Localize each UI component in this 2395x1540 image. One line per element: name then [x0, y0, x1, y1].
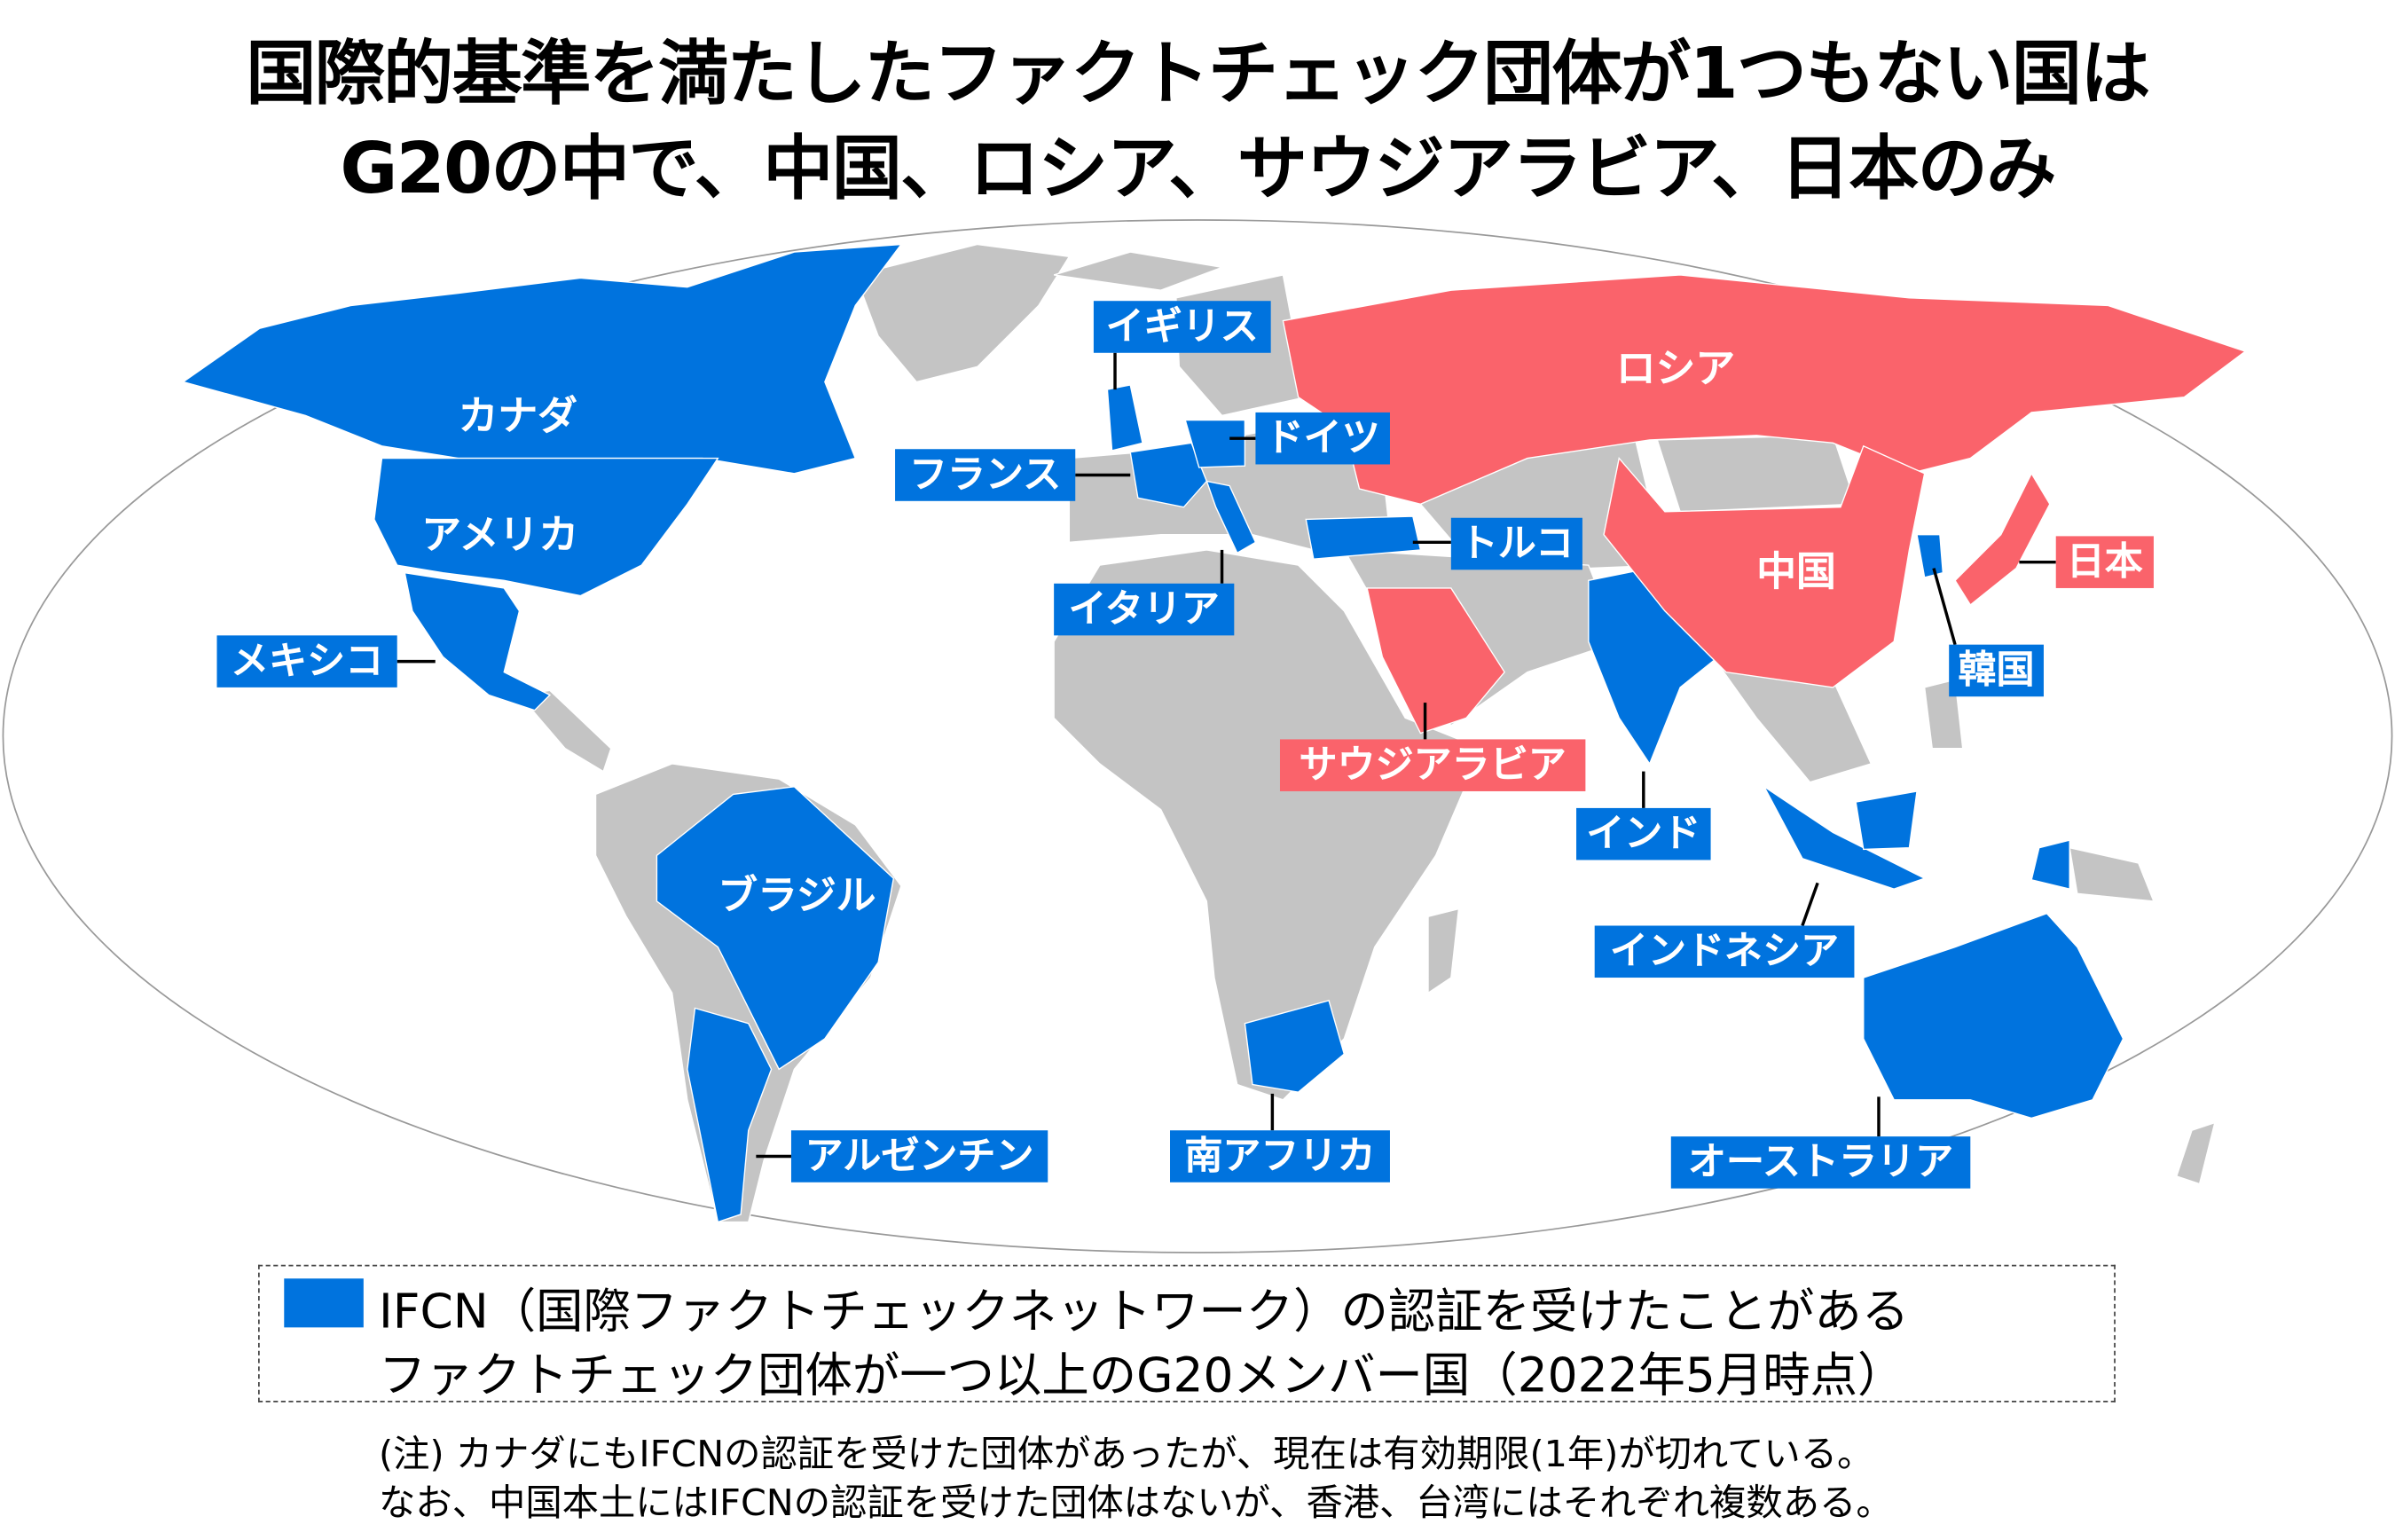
- legend-text-line-1: IFCN（国際ファクトチェックネットワーク）の認証を受けたことがある: [379, 1285, 1910, 1340]
- label-mexico: メキシコ: [216, 635, 397, 688]
- label-usa: アメリカ: [421, 513, 579, 560]
- label-india: インド: [1576, 807, 1711, 860]
- label-brazil: ブラジル: [718, 873, 876, 920]
- label-japan: 日本: [2055, 536, 2154, 588]
- country-indonesia-sumatra-java: [1763, 786, 1927, 890]
- legend: IFCN（国際ファクトチェックネットワーク）の認証を受けたことがある ファクトチ…: [258, 1264, 2116, 1404]
- label-argentina: アルゼンチン: [790, 1130, 1048, 1182]
- philippines: [1923, 679, 1964, 750]
- country-turkey: [1305, 515, 1422, 560]
- country-indonesia-borneo: [1855, 790, 1918, 851]
- country-indonesia-papua: [2030, 839, 2070, 891]
- country-japan: [1954, 472, 2051, 606]
- label-uk: イギリス: [1093, 301, 1271, 353]
- country-saudi-arabia: [1366, 587, 1505, 735]
- country-italy: [1205, 480, 1257, 554]
- title-line-1: 国際的基準を満たしたファクトチェック団体が1つもない国は: [246, 32, 2150, 115]
- label-germany: ドイツ: [1255, 412, 1390, 465]
- title-line-2: G20の中で、中国、ロシア、サウジアラビア、日本のみ: [340, 126, 2056, 209]
- label-italy: イタリア: [1054, 583, 1235, 636]
- note-line-1: (注) カナダにもIFCNの認証を受けた団体があったが、現在は有効期限(1年)が…: [379, 1433, 1874, 1476]
- legend-swatch-ifcn: [284, 1278, 364, 1328]
- greenland: [854, 243, 1071, 383]
- country-korea: [1916, 533, 1944, 578]
- label-australia: オーストラリア: [1670, 1136, 1971, 1189]
- country-mexico: [404, 571, 552, 711]
- country-usa: [373, 457, 719, 597]
- legend-text-line-2: ファクトチェック団体が一つ以上のG20メンバー国（2022年5月時点）: [379, 1348, 1905, 1404]
- label-canada: カナダ: [458, 394, 577, 440]
- country-south-africa: [1244, 1000, 1346, 1093]
- label-indonesia: インドネシア: [1594, 925, 1855, 978]
- label-france: フランス: [895, 449, 1076, 501]
- arctic-islands: [1053, 251, 1225, 291]
- new-guinea: [2069, 846, 2155, 902]
- country-argentina: [687, 1007, 773, 1223]
- leader-lines: [397, 352, 2056, 1159]
- label-south-africa: 南アフリカ: [1170, 1130, 1390, 1182]
- mongolia: [1656, 435, 1857, 513]
- label-turkey: トルコ: [1450, 517, 1582, 570]
- country-uk: [1106, 384, 1143, 452]
- country-china: [1603, 444, 1926, 688]
- label-russia: ロシア: [1615, 346, 1736, 393]
- country-brazil: [656, 786, 895, 1071]
- note-line-2: なお、中国本土にはIFCNの認証を受けた団体はないが、香港、台湾にはそれぞれ複数…: [379, 1481, 1893, 1525]
- country-germany: [1184, 419, 1246, 468]
- madagascar: [1427, 908, 1460, 994]
- new-zealand: [2175, 1121, 2216, 1185]
- country-france: [1129, 442, 1208, 508]
- label-saudi-arabia: サウジアラビア: [1279, 739, 1586, 791]
- central-america: [518, 689, 612, 773]
- country-australia: [1863, 912, 2124, 1120]
- label-china: 中国: [1756, 549, 1836, 596]
- label-korea: 韓国: [1949, 644, 2044, 697]
